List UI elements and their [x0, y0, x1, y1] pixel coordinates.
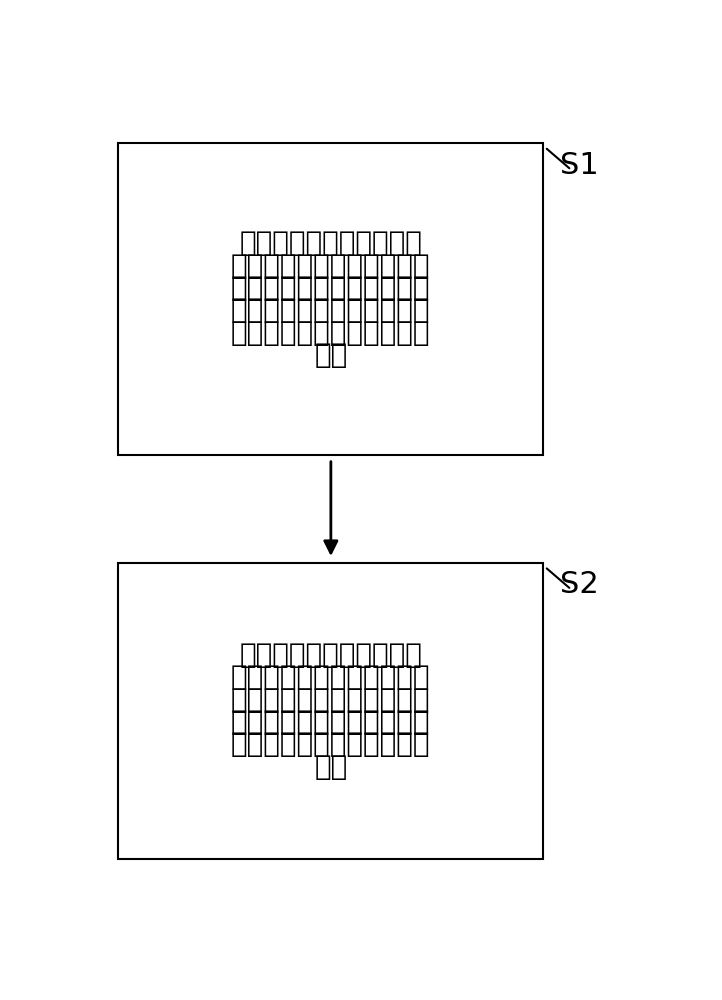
Bar	[118, 563, 544, 859]
Text: 零序电压的幅值以及基波分: 零序电压的幅值以及基波分	[231, 708, 430, 736]
Text: 量瞬时值，并判断存在故障: 量瞬时值，并判断存在故障	[231, 319, 430, 347]
Bar	[118, 143, 544, 455]
Text: S2: S2	[560, 570, 599, 599]
Text: 采集不同时刻母线三相电: 采集不同时刻母线三相电	[240, 641, 422, 669]
Text: 的相: 的相	[314, 753, 347, 781]
Text: 压、母线零序电压以及分支: 压、母线零序电压以及分支	[231, 663, 430, 691]
Text: 采集不同时刻母线三相电: 采集不同时刻母线三相电	[240, 229, 422, 257]
Text: 零序电压的幅值以及基波分: 零序电压的幅值以及基波分	[231, 296, 430, 324]
Text: 的相: 的相	[314, 341, 347, 369]
Text: 回路零序电流，计算出母线: 回路零序电流，计算出母线	[231, 274, 430, 302]
Text: 压、母线零序电压以及分支: 压、母线零序电压以及分支	[231, 252, 430, 280]
Text: S1: S1	[560, 151, 599, 180]
Text: 回路零序电流，计算出母线: 回路零序电流，计算出母线	[231, 686, 430, 714]
Text: 量瞬时值，并判断存在故障: 量瞬时值，并判断存在故障	[231, 730, 430, 758]
